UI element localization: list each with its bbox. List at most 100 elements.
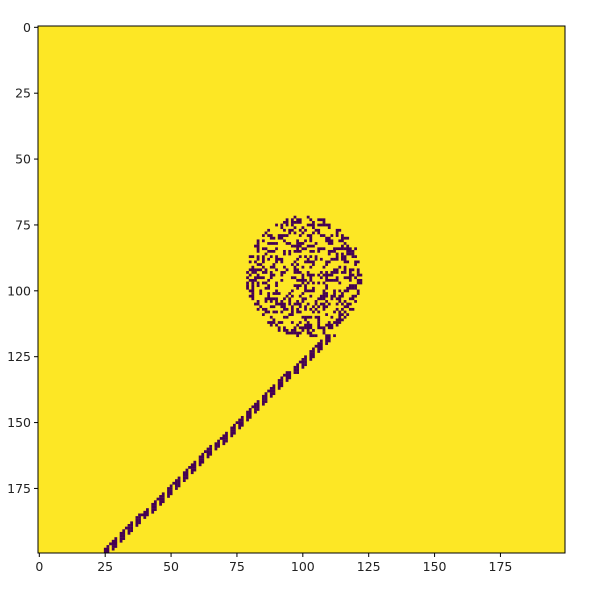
x-tick-label: 50 [163, 559, 179, 574]
heatmap-cell [269, 236, 273, 240]
heatmap-cell [304, 315, 307, 319]
heatmap-cell [280, 305, 284, 309]
heatmap-cell [298, 310, 302, 314]
heatmap-cell [314, 344, 318, 348]
heatmap-cell [319, 223, 323, 227]
heatmap-cell [275, 257, 278, 261]
heatmap-cell [140, 513, 144, 517]
heatmap-cell [269, 321, 273, 324]
heatmap-cell [288, 302, 292, 306]
heatmap-cell [267, 310, 271, 314]
heatmap-cell [272, 265, 276, 269]
heatmap-cell [222, 439, 226, 443]
heatmap-cell [312, 334, 315, 338]
heatmap-cell [304, 355, 307, 359]
heatmap-cell [319, 257, 323, 261]
heatmap-cell [254, 402, 257, 406]
heatmap-cell [309, 218, 313, 222]
heatmap-cell [169, 484, 173, 488]
heatmap-cell [288, 297, 292, 301]
heatmap-cell [306, 331, 310, 335]
heatmap-cell [293, 215, 297, 219]
heatmap-cell [267, 228, 271, 232]
heatmap-cell [348, 271, 352, 274]
heatmap-cell [280, 273, 284, 277]
heatmap-cell [161, 492, 165, 496]
heatmap-cell [285, 376, 289, 380]
heatmap-cell [304, 358, 307, 361]
heatmap-cell [259, 292, 263, 295]
heatmap-cell [261, 271, 265, 274]
heatmap-cell [301, 297, 305, 301]
heatmap-cell [214, 447, 218, 451]
heatmap-cell [285, 234, 289, 237]
y-tick-label: 175 [7, 481, 31, 496]
heatmap-cell [312, 260, 315, 264]
heatmap-cell [319, 297, 323, 301]
heatmap-cell [314, 242, 318, 245]
heatmap-cell [246, 271, 249, 274]
heatmap-cell [301, 315, 305, 319]
heatmap-cell [290, 223, 294, 227]
heatmap-cell [356, 281, 360, 285]
heatmap-cell [298, 360, 302, 364]
heatmap-cell [201, 460, 205, 464]
heatmap-cell [298, 321, 302, 324]
heatmap-cell [325, 300, 328, 303]
heatmap-cell [317, 281, 321, 285]
heatmap-cell [351, 286, 355, 290]
heatmap-cell [240, 421, 244, 425]
heatmap-cell [338, 321, 342, 324]
heatmap-cell [193, 460, 197, 464]
x-tick-label: 175 [489, 559, 513, 574]
heatmap-cell [296, 284, 300, 288]
heatmap-cell [293, 220, 297, 224]
heatmap-cell [146, 508, 149, 511]
heatmap-cell [330, 315, 334, 319]
heatmap-cell [277, 321, 281, 324]
heatmap-cell [304, 297, 307, 301]
heatmap-cell [248, 410, 252, 414]
heatmap-cell [283, 252, 286, 256]
heatmap-cell [256, 263, 260, 266]
heatmap-cell [325, 339, 328, 343]
heatmap-cell [235, 421, 239, 425]
heatmap-cell [346, 249, 350, 253]
heatmap-cell [256, 302, 260, 306]
heatmap-cell [288, 376, 292, 380]
heatmap-cell [267, 292, 271, 295]
heatmap-cell [169, 489, 173, 493]
heatmap-cell [269, 394, 273, 398]
heatmap-cell [259, 289, 263, 293]
heatmap-cell [290, 228, 294, 232]
heatmap-cell [256, 244, 260, 248]
heatmap-cell [296, 239, 300, 243]
heatmap-cell [280, 257, 284, 261]
heatmap-cell [306, 289, 310, 293]
heatmap-cell [341, 294, 344, 298]
heatmap-cell [301, 231, 305, 235]
heatmap-cell [309, 326, 313, 330]
heatmap-cell [261, 260, 265, 264]
heatmap-cell [280, 226, 284, 230]
heatmap-cell [167, 495, 170, 498]
heatmap-cell [333, 257, 336, 261]
heatmap-cell [177, 479, 181, 482]
heatmap-cell [346, 286, 350, 290]
heatmap-cell [214, 442, 218, 446]
heatmap-cell [317, 223, 321, 227]
heatmap-cell [264, 307, 268, 311]
heatmap-cell [248, 268, 252, 272]
heatmap-cell [288, 231, 292, 235]
heatmap-cell [319, 326, 323, 330]
heatmap-cell [269, 273, 273, 277]
heatmap-cell [269, 276, 273, 280]
heatmap-cell [185, 471, 189, 475]
heatmap-cell [185, 473, 189, 477]
plot-area [38, 26, 565, 554]
heatmap-cell [309, 244, 313, 248]
heatmap-cell [301, 363, 305, 367]
heatmap-cell [317, 347, 321, 351]
heatmap-cell [348, 276, 352, 280]
heatmap-cell [298, 326, 302, 330]
